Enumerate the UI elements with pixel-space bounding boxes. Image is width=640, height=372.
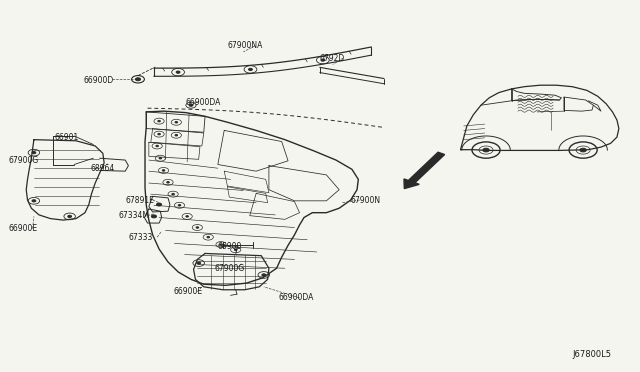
Text: 67900G: 67900G [8,156,38,165]
Circle shape [207,236,209,238]
Text: 67900G: 67900G [214,264,245,273]
Circle shape [167,182,170,183]
Circle shape [158,121,161,122]
Circle shape [172,193,174,195]
Text: 66900D: 66900D [84,76,114,85]
Text: 66900DA: 66900DA [186,98,221,107]
Text: J67800L5: J67800L5 [572,350,611,359]
Text: 67334M: 67334M [119,211,150,220]
Circle shape [321,59,324,61]
Text: 66900: 66900 [218,241,242,250]
Circle shape [196,262,200,264]
Circle shape [157,203,162,206]
Circle shape [175,122,177,123]
Circle shape [248,68,252,71]
Text: 67891E: 67891E [125,196,154,205]
Circle shape [156,145,159,147]
Text: 66900DA: 66900DA [278,294,314,302]
FancyArrow shape [404,152,445,189]
Circle shape [175,135,177,136]
Circle shape [483,148,489,152]
Text: 66900E: 66900E [8,224,38,233]
Circle shape [163,170,165,171]
Circle shape [234,249,237,250]
Circle shape [158,134,161,135]
Circle shape [159,157,162,159]
Circle shape [262,274,266,276]
Circle shape [186,216,188,217]
Text: 67900N: 67900N [351,196,381,205]
Text: 67333: 67333 [129,232,153,242]
Text: 66901: 66901 [55,133,79,142]
Circle shape [580,148,586,152]
Text: 66900E: 66900E [173,287,202,296]
Circle shape [176,71,180,73]
Circle shape [32,151,36,154]
Circle shape [68,215,72,218]
Text: 6792D: 6792D [320,54,345,62]
Circle shape [196,227,198,228]
Circle shape [32,200,36,202]
Text: 67900NA: 67900NA [227,41,263,50]
Circle shape [152,215,157,218]
Circle shape [220,244,222,245]
Circle shape [178,205,180,206]
Text: 68964: 68964 [90,164,115,173]
Circle shape [189,104,193,106]
Circle shape [136,78,141,81]
